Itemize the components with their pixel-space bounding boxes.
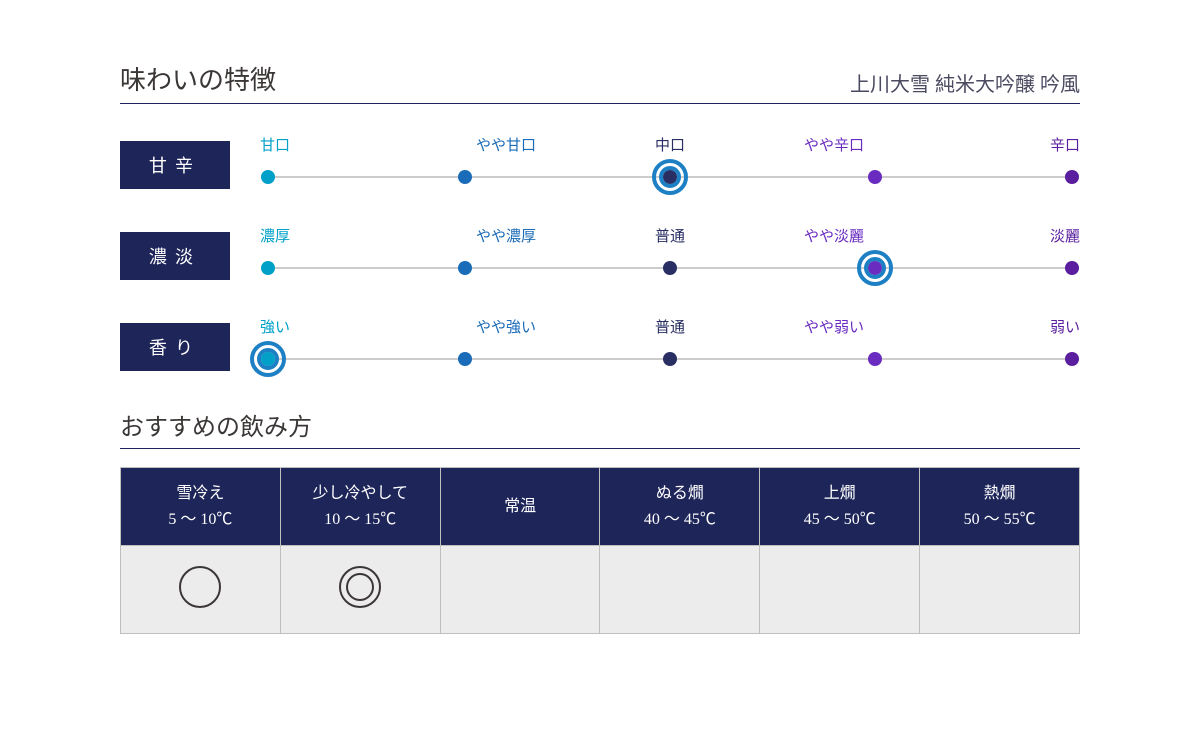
scale-dot: [261, 261, 275, 275]
scale-dot: [1065, 170, 1079, 184]
scale-label: やや濃厚: [424, 225, 588, 246]
serving-header-cell: 熱燗50 ～ 55℃: [920, 468, 1080, 546]
scale-label: やや甘口: [424, 134, 588, 155]
taste-row-label: 甘辛: [120, 141, 230, 189]
double-circle-icon: [339, 566, 381, 608]
scale-label: 甘口: [260, 134, 424, 155]
scale-label: 弱い: [916, 316, 1080, 337]
scale-label: 普通: [588, 316, 752, 337]
scale-dot: [868, 170, 882, 184]
serving-range: 5 ～ 10℃: [121, 507, 280, 533]
taste-row-label: 香り: [120, 323, 230, 371]
serving-header-cell: 雪冷え5 ～ 10℃: [121, 468, 281, 546]
scale-track: [260, 250, 1080, 286]
serving-body-cell: [600, 546, 760, 634]
taste-row: 甘辛甘口やや甘口中口やや辛口辛口: [120, 134, 1080, 195]
circle-icon: [179, 566, 221, 608]
scale-dot: [458, 352, 472, 366]
taste-row: 濃淡濃厚やや濃厚普通やや淡麗淡麗: [120, 225, 1080, 286]
scale-dot: [1065, 352, 1079, 366]
taste-rows-container: 甘辛甘口やや甘口中口やや辛口辛口濃淡濃厚やや濃厚普通やや淡麗淡麗香り強いやや強い…: [120, 134, 1080, 377]
serving-body-cell: [121, 546, 281, 634]
serving-range: 45 ～ 50℃: [760, 507, 919, 533]
scale-label: やや弱い: [752, 316, 916, 337]
scale-label: 強い: [260, 316, 424, 337]
scale-label: 淡麗: [916, 225, 1080, 246]
selection-ring-inner: [257, 348, 279, 370]
serving-header-cell: 少し冷やして10 ～ 15℃: [280, 468, 440, 546]
selection-ring-inner: [864, 257, 886, 279]
scale-label: やや辛口: [752, 134, 916, 155]
scale-label: 辛口: [916, 134, 1080, 155]
scale-dot: [1065, 261, 1079, 275]
serving-name: 常温: [441, 494, 600, 520]
section1-header: 味わいの特徴 上川大雪 純米大吟醸 吟風: [120, 60, 1080, 104]
scale-label: やや強い: [424, 316, 588, 337]
scale-label: やや淡麗: [752, 225, 916, 246]
scale-track: [260, 159, 1080, 195]
scale: 甘口やや甘口中口やや辛口辛口: [260, 134, 1080, 195]
scale: 濃厚やや濃厚普通やや淡麗淡麗: [260, 225, 1080, 286]
serving-range: 40 ～ 45℃: [600, 507, 759, 533]
serving-name: 少し冷やして: [281, 481, 440, 507]
serving-range: 10 ～ 15℃: [281, 507, 440, 533]
serving-body-cell: [760, 546, 920, 634]
scale-label: 普通: [588, 225, 752, 246]
serving-name: 雪冷え: [121, 481, 280, 507]
serving-body-cell: [280, 546, 440, 634]
section2-title: おすすめの飲み方: [120, 407, 1080, 449]
scale-label: 中口: [588, 134, 752, 155]
serving-body-cell: [920, 546, 1080, 634]
serving-name: 熱燗: [920, 481, 1079, 507]
serving-table: 雪冷え5 ～ 10℃少し冷やして10 ～ 15℃常温ぬる燗40 ～ 45℃上燗4…: [120, 467, 1080, 634]
scale-dot: [663, 261, 677, 275]
scale-dot: [458, 261, 472, 275]
scale-dot: [663, 352, 677, 366]
scale: 強いやや強い普通やや弱い弱い: [260, 316, 1080, 377]
serving-name: 上燗: [760, 481, 919, 507]
section1-title: 味わいの特徴: [120, 60, 276, 97]
scale-dot: [458, 170, 472, 184]
taste-row: 香り強いやや強い普通やや弱い弱い: [120, 316, 1080, 377]
scale-dot: [261, 170, 275, 184]
scale-track: [260, 341, 1080, 377]
serving-body-row: [121, 546, 1080, 634]
scale-dot: [868, 352, 882, 366]
section1-subtitle: 上川大雪 純米大吟醸 吟風: [850, 68, 1080, 97]
taste-row-label: 濃淡: [120, 232, 230, 280]
serving-header-row: 雪冷え5 ～ 10℃少し冷やして10 ～ 15℃常温ぬる燗40 ～ 45℃上燗4…: [121, 468, 1080, 546]
serving-name: ぬる燗: [600, 481, 759, 507]
serving-header-cell: 常温: [440, 468, 600, 546]
serving-header-cell: 上燗45 ～ 50℃: [760, 468, 920, 546]
scale-label: 濃厚: [260, 225, 424, 246]
serving-header-cell: ぬる燗40 ～ 45℃: [600, 468, 760, 546]
selection-ring-inner: [659, 166, 681, 188]
serving-body-cell: [440, 546, 600, 634]
serving-range: 50 ～ 55℃: [920, 507, 1079, 533]
